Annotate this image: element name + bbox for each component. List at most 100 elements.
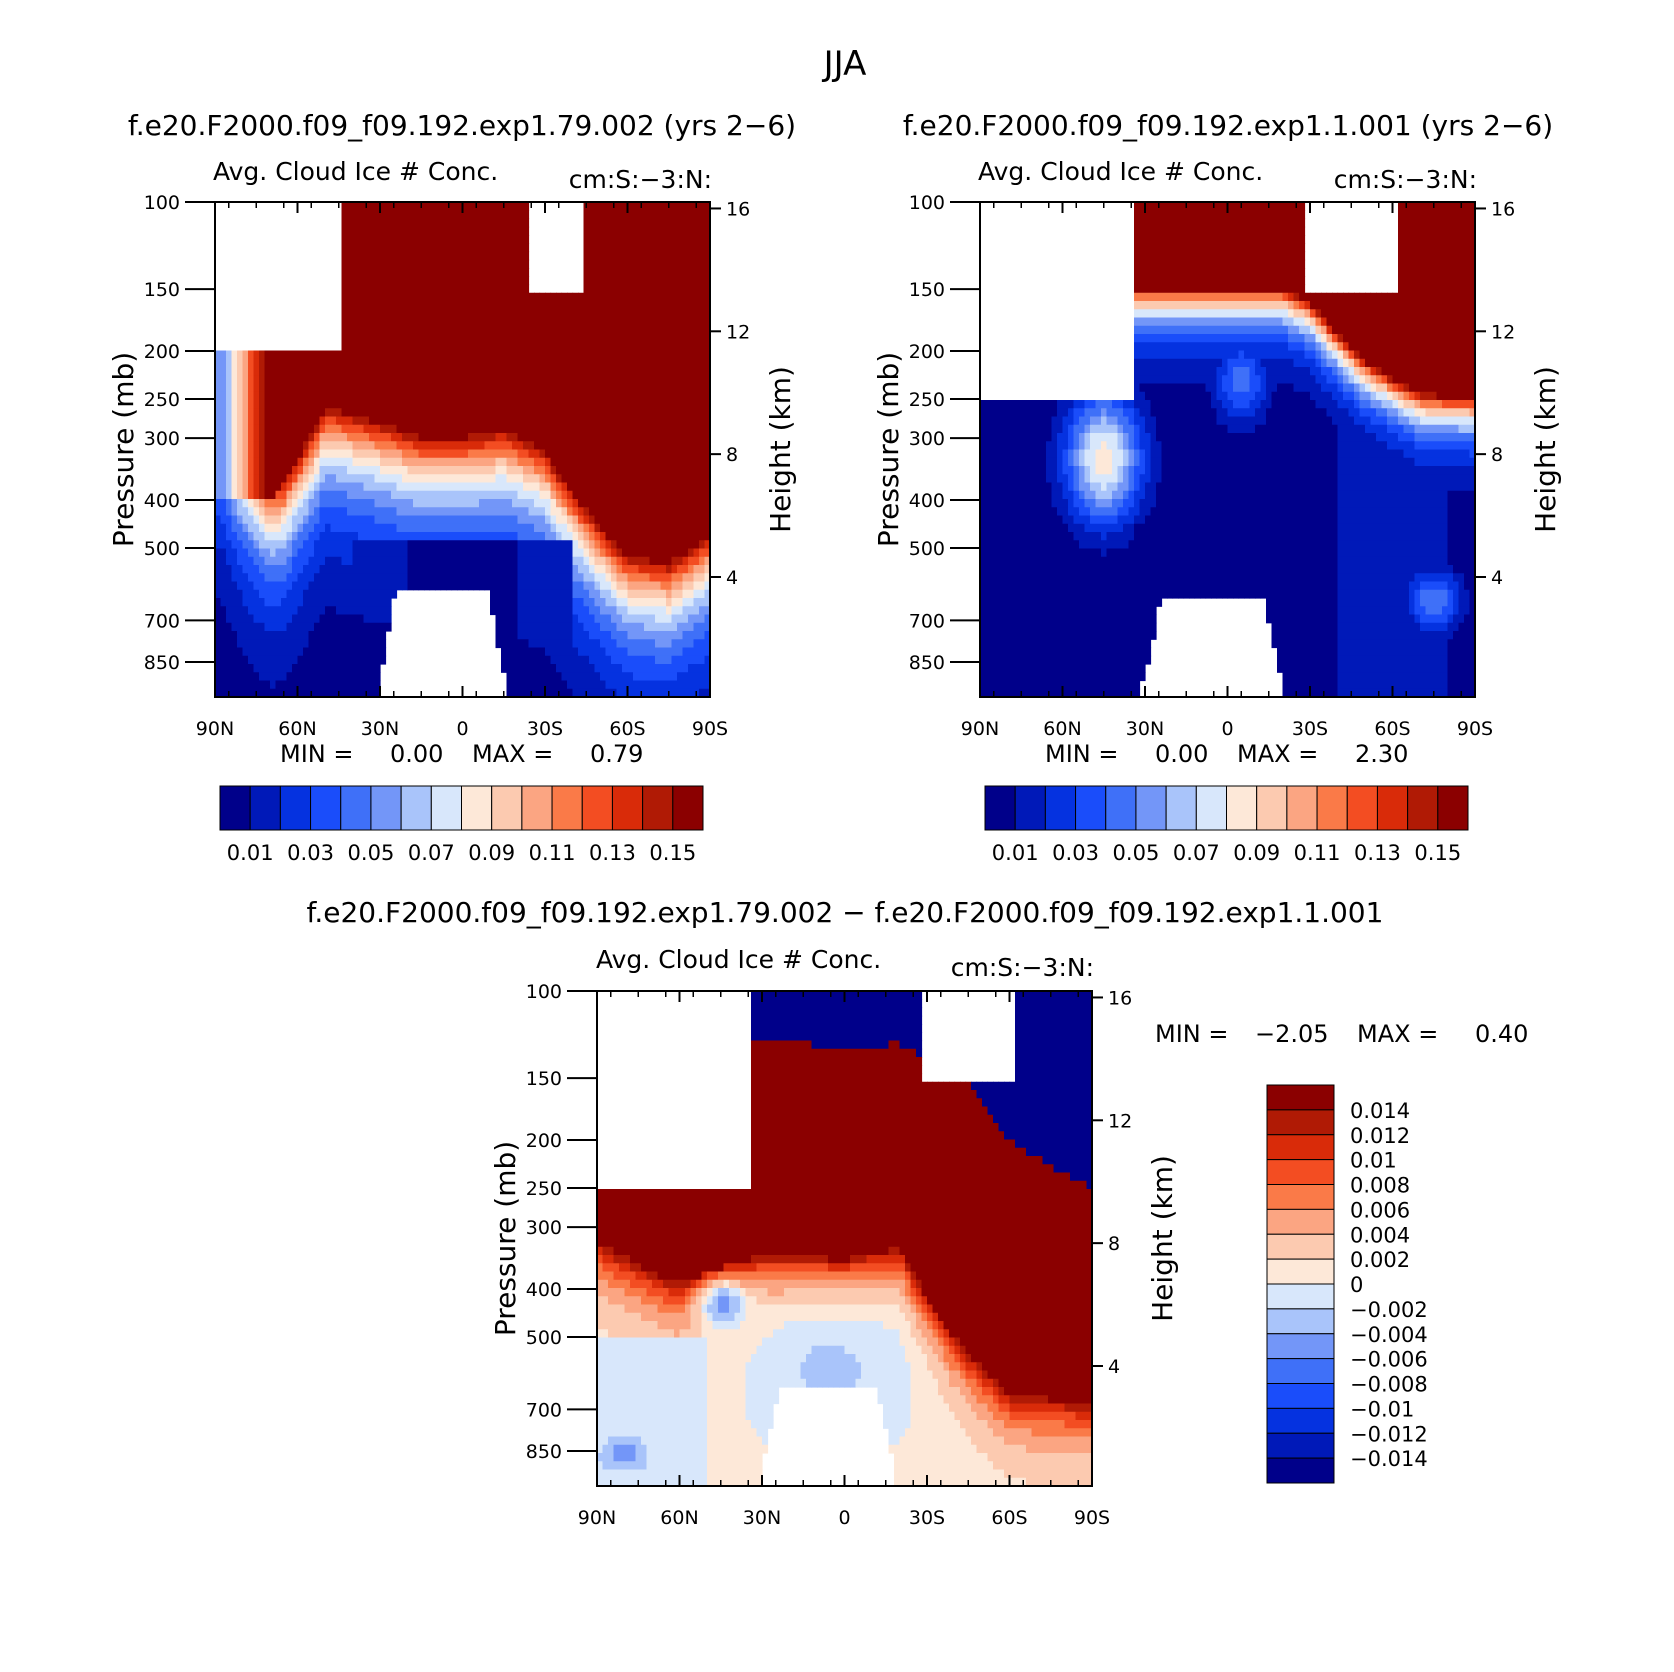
p1-field-cell xyxy=(402,350,409,360)
p1-field-cell xyxy=(633,606,640,616)
p1-field-cell xyxy=(413,350,420,360)
p1-field-cell xyxy=(468,424,475,434)
p1-field-cell xyxy=(451,515,458,525)
p1-field-cell xyxy=(308,622,315,632)
p1-field-cell xyxy=(605,598,612,607)
p1-field-cell xyxy=(699,367,706,376)
p1-field-cell xyxy=(501,631,508,640)
p1-field-cell xyxy=(490,334,497,343)
p1-field-cell xyxy=(242,631,249,640)
p1-field-cell xyxy=(633,202,640,211)
p2-field-cell xyxy=(1007,556,1014,566)
p1-field-cell xyxy=(341,375,348,385)
p1-field-cell xyxy=(462,556,469,566)
p1-field-cell xyxy=(682,400,689,409)
p1-field-cell xyxy=(561,383,568,393)
p2-field-cell xyxy=(991,416,998,426)
p1-field-cell xyxy=(319,441,326,451)
p1-field-cell xyxy=(457,358,464,368)
p1-field-cell xyxy=(622,680,629,690)
p1-field-cell xyxy=(396,292,403,302)
p1-field-cell xyxy=(264,655,271,665)
p1-y-tick-label: 200 xyxy=(144,341,180,363)
p1-field-cell xyxy=(473,301,480,310)
p1-field-cell xyxy=(561,598,568,607)
p1-field-cell xyxy=(363,532,370,541)
p1-field-cell xyxy=(242,350,249,360)
p1-field-cell xyxy=(435,548,442,558)
p1-colorbar-box xyxy=(340,785,372,831)
p1-field-cell xyxy=(352,507,359,517)
p1-field-cell xyxy=(671,424,678,434)
p1-field-cell xyxy=(539,433,546,442)
p1-field-cell xyxy=(616,482,623,492)
p1-field-cell xyxy=(633,499,640,508)
p1-field-cell xyxy=(286,556,293,566)
p1-field-cell xyxy=(688,565,695,574)
p1-field-cell xyxy=(539,507,546,517)
p1-field-cell xyxy=(655,317,662,327)
p1-field-cell xyxy=(413,309,420,319)
p1-field-cell xyxy=(325,424,332,434)
p1-field-cell xyxy=(677,301,684,310)
p1-field-cell xyxy=(473,334,480,343)
p1-field-cell xyxy=(369,383,376,393)
p1-field-cell xyxy=(391,276,398,286)
p1-field-cell xyxy=(473,474,480,484)
p1-field-cell xyxy=(418,334,425,343)
p1-field-cell xyxy=(594,259,601,269)
p1-field-cell xyxy=(649,424,656,434)
p1-field-cell xyxy=(517,375,524,385)
p1-field-cell xyxy=(407,449,414,459)
p1-field-cell xyxy=(347,548,354,558)
p1-field-cell xyxy=(473,284,480,294)
p1-field-cell xyxy=(627,235,634,244)
p1-field-cell xyxy=(506,243,513,253)
p1-field-cell xyxy=(270,449,277,459)
p1-field-cell xyxy=(457,441,464,451)
p1-field-cell xyxy=(583,391,590,401)
p2-field-cell xyxy=(996,457,1003,467)
p1-field-cell xyxy=(402,391,409,401)
p1-field-cell xyxy=(671,358,678,368)
p1-field-cell xyxy=(385,614,392,624)
p1-field-cell xyxy=(314,598,321,607)
p2-field-cell xyxy=(996,556,1003,566)
p1-field-cell xyxy=(396,482,403,492)
p1-field-cell xyxy=(473,391,480,401)
p1-field-cell xyxy=(286,474,293,484)
p1-field-cell xyxy=(303,688,310,697)
p1-field-cell xyxy=(550,680,557,690)
p1-field-cell xyxy=(446,284,453,294)
p1-field-cell xyxy=(677,235,684,244)
p1-field-cell xyxy=(264,573,271,583)
p1-field-cell xyxy=(682,507,689,517)
p1-field-cell xyxy=(556,292,563,302)
p1-field-cell xyxy=(517,383,524,393)
p1-field-cell xyxy=(462,284,469,294)
p1-field-cell xyxy=(633,276,640,286)
p1-field-cell xyxy=(297,589,304,599)
p1-field-cell xyxy=(611,292,618,302)
p1-field-cell xyxy=(523,639,530,649)
p1-field-cell xyxy=(231,631,238,640)
p1-field-cell xyxy=(600,622,607,632)
p1-field-cell xyxy=(638,226,645,236)
p1-field-cell xyxy=(660,499,667,508)
p1-field-cell xyxy=(633,672,640,682)
p2-field-cell xyxy=(1007,482,1014,492)
p1-field-cell xyxy=(451,309,458,319)
p1-field-cell xyxy=(622,639,629,649)
p2-field-cell xyxy=(985,631,992,640)
p1-field-cell xyxy=(556,424,563,434)
p1-field-cell xyxy=(391,251,398,261)
p1-field-cell xyxy=(495,573,502,583)
p1-field-cell xyxy=(693,548,700,558)
p1-field-cell xyxy=(517,391,524,401)
p1-y2-tick-label: 16 xyxy=(726,198,750,220)
p1-field-cell xyxy=(253,507,260,517)
p1-field-cell xyxy=(286,416,293,426)
p1-field-cell xyxy=(506,391,513,401)
p1-field-cell xyxy=(660,540,667,550)
p1-field-cell xyxy=(215,573,222,583)
